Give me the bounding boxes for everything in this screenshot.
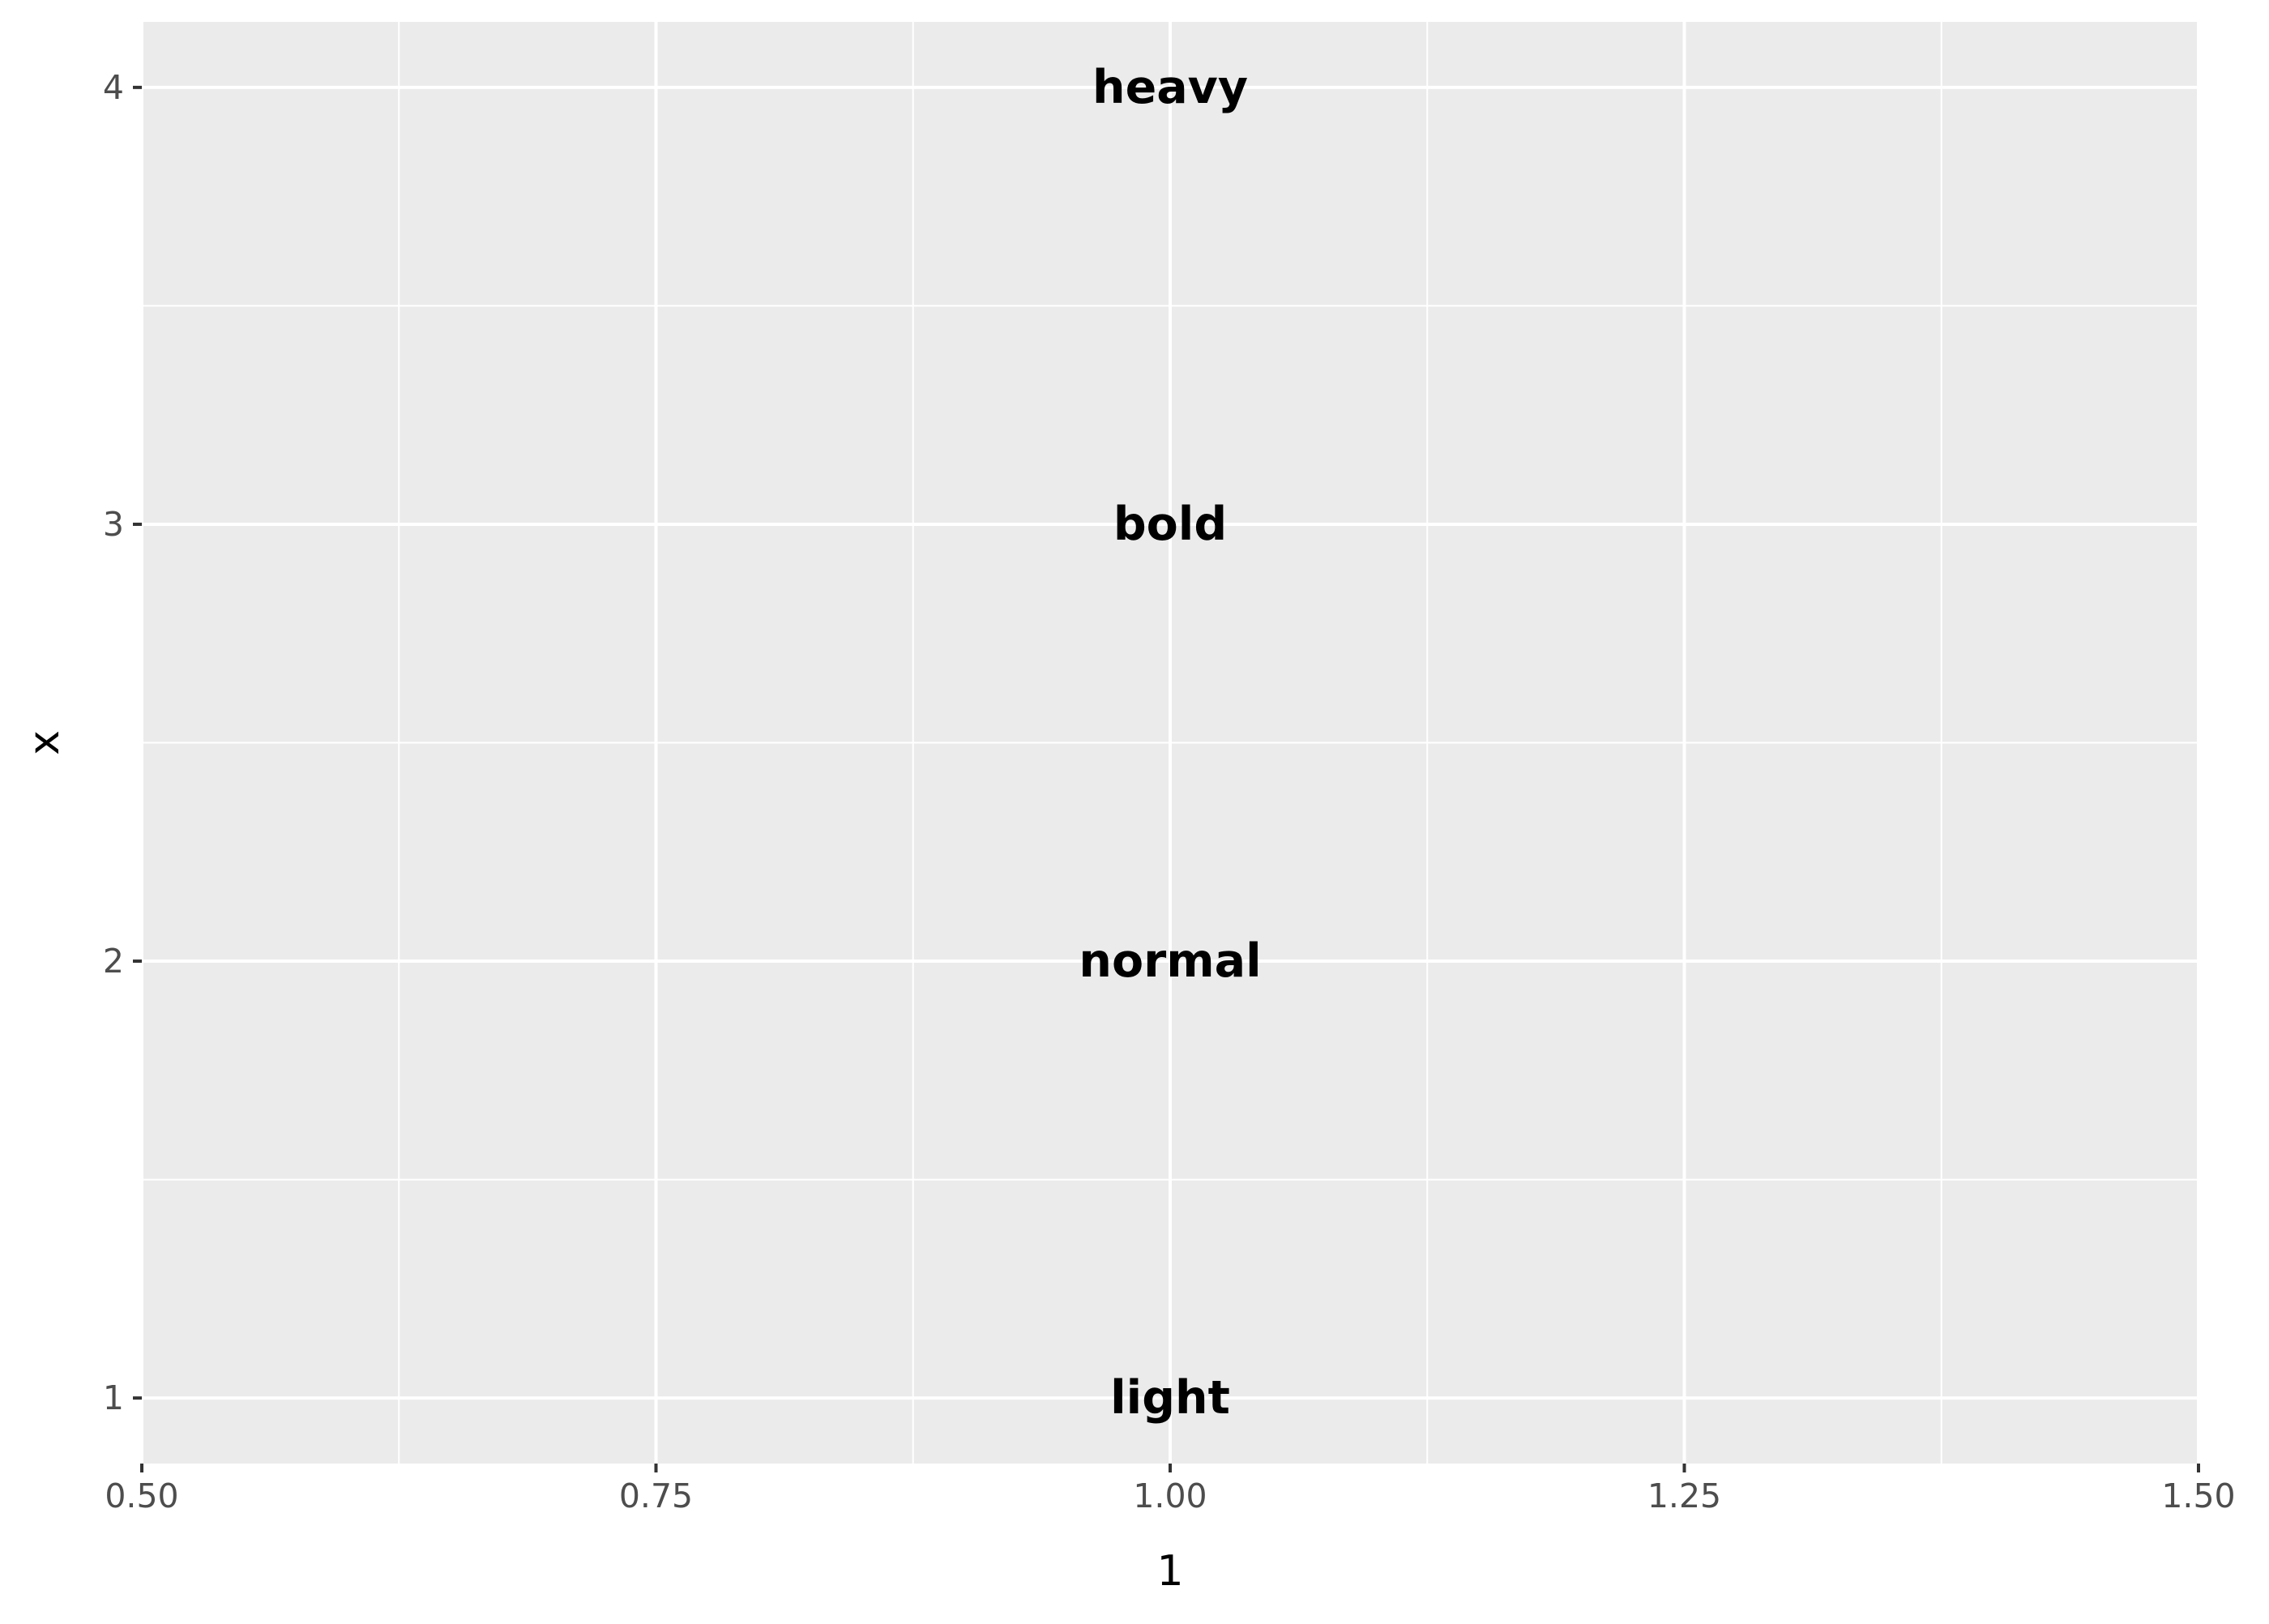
x-tick-label: 1.25: [1647, 1477, 1721, 1515]
x-tick-label: 0.50: [105, 1477, 178, 1515]
data-label-light: light: [1110, 1371, 1230, 1425]
x-tick-label: 1.00: [1133, 1477, 1207, 1515]
x-tick-label: 1.50: [2161, 1477, 2235, 1515]
y-tick-label: 4: [103, 68, 124, 107]
y-axis: 1 2 3 4: [103, 68, 142, 1417]
y-tick-label: 3: [103, 505, 124, 544]
data-label-bold: bold: [1113, 498, 1227, 551]
y-tick-label: 2: [103, 942, 124, 981]
x-axis-title: 1: [1156, 1547, 1183, 1596]
text-labels: light normal bold heavy: [1079, 61, 1261, 1425]
y-tick-label: 1: [103, 1378, 124, 1417]
data-label-heavy: heavy: [1092, 61, 1248, 114]
x-tick-label: 0.75: [619, 1477, 693, 1515]
major-gridlines: [140, 22, 2200, 1464]
data-label-normal: normal: [1079, 934, 1261, 988]
x-axis: 0.50 0.75 1.00 1.25 1.50: [105, 1464, 2236, 1515]
y-axis-title: x: [20, 730, 69, 755]
